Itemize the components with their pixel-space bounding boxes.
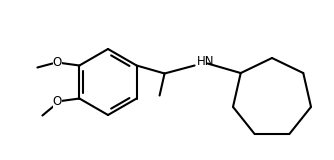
Text: O: O: [53, 56, 62, 69]
Text: HN: HN: [197, 55, 214, 68]
Text: O: O: [53, 95, 62, 108]
